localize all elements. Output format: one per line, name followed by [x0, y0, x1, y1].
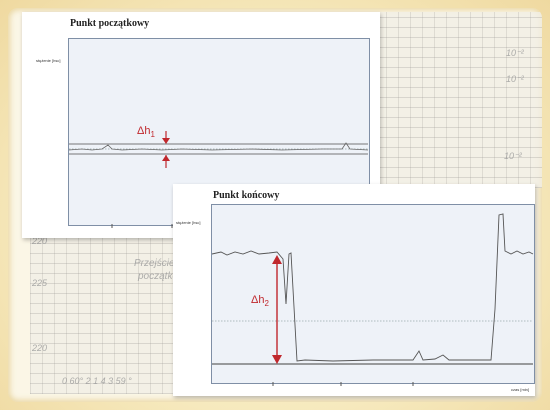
- panel-end-traces: [211, 213, 534, 386]
- end-arrow-head-top: [272, 255, 282, 264]
- bg-bottom-scale: 0 60° 2 1 4 3 59 °: [62, 376, 132, 386]
- bg-faded-text-2: początkowe: [138, 271, 191, 282]
- panel-start-traces: [68, 131, 369, 228]
- delta-h1-symbol: Δh: [137, 125, 151, 137]
- bg-faded-text-1: Przejście: [134, 258, 175, 269]
- end-signal-trace: [211, 213, 534, 362]
- bg-right-number-3: 10⁻²: [504, 151, 522, 161]
- panel-end: Punkt końcowy stężenie [hsc] czas [min] …: [173, 184, 535, 396]
- panel-start-title: Punkt początkowy: [70, 18, 150, 29]
- bg-right-number-1: 10⁻²: [506, 48, 524, 58]
- start-signal-trace: [68, 142, 369, 151]
- bg-number-1: 220: [32, 236, 48, 246]
- end-arrow-head-bottom: [272, 355, 282, 364]
- bg-number-2: 225: [32, 278, 48, 288]
- panel-end-plot: [211, 204, 535, 384]
- slide-frame: 220 225 220 Przejście początkowe 0 60° 2…: [8, 8, 542, 402]
- bg-right-number-2: 10⁻²: [506, 74, 524, 84]
- delta-h2-label: Δh2: [251, 294, 269, 308]
- arrow-down-head: [162, 138, 170, 144]
- panel-end-x-label: czas [min]: [511, 387, 530, 392]
- bg-number-3: 220: [32, 343, 48, 353]
- delta-h1-label: Δh1: [137, 125, 155, 139]
- arrow-up-head: [162, 155, 170, 161]
- delta-h1-subscript: 1: [150, 130, 155, 140]
- background-grid-right: [374, 12, 542, 188]
- delta-h2-subscript: 2: [264, 299, 269, 309]
- panel-end-title: Punkt końcowy: [213, 190, 280, 201]
- delta-h2-symbol: Δh: [251, 294, 265, 306]
- panel-end-y-label: stężenie [hsc]: [176, 220, 201, 225]
- panel-start-y-label: stężenie [hsc]: [36, 58, 61, 63]
